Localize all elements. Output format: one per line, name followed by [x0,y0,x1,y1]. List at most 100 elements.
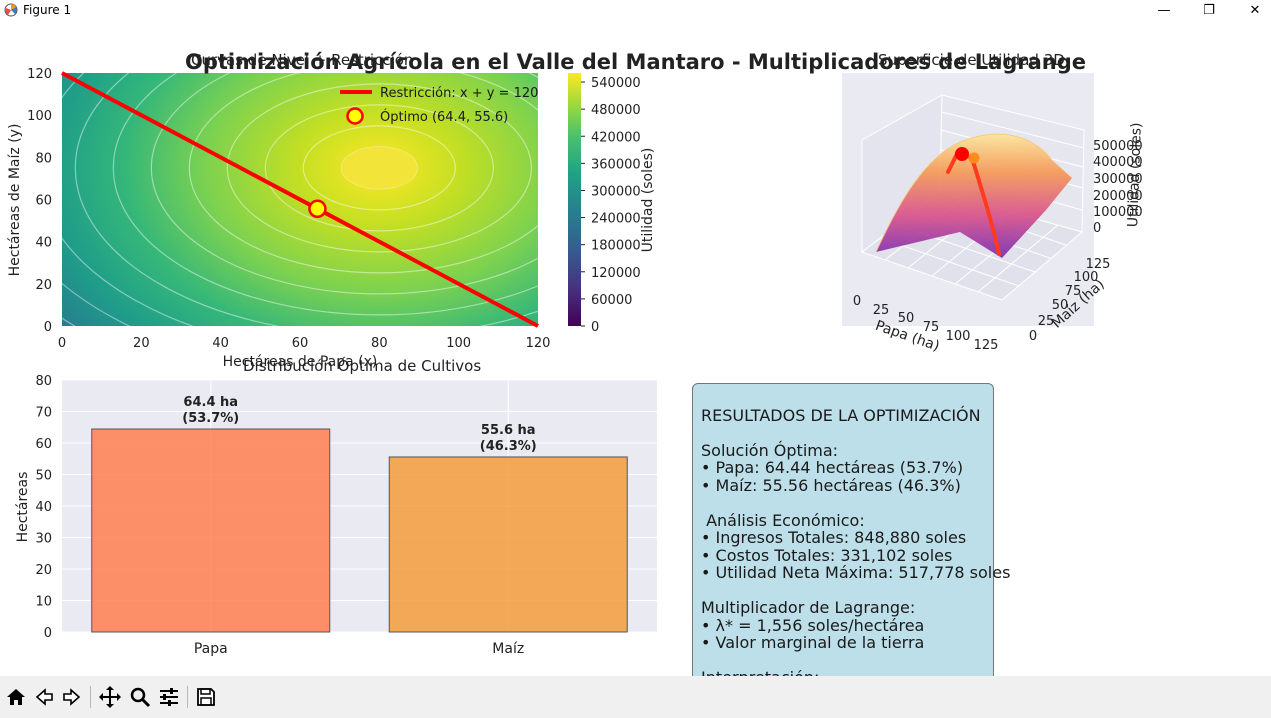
pan-button[interactable] [97,684,123,710]
bar-y-tick-label: 70 [35,406,52,421]
surface-x-tick-label: 100 [946,329,971,344]
surface-zlabel: Utilidad (soles) [1125,122,1145,227]
surface-x-tick-label: 25 [873,303,890,318]
bar-y-tick-label: 10 [35,595,52,610]
figure-canvas[interactable]: Restricción: x + y = 120 Óptimo (64.4, 5… [0,20,1271,676]
contour-y-tick-label: 60 [35,194,52,209]
surface-panel[interactable]: 0255075100125025507510012501000002000003… [842,73,1145,355]
surface-z-tick-label: 0 [1093,221,1101,236]
surface-ridge [875,133,1053,253]
minimize-icon: — [1157,2,1171,18]
results-line: Solución Óptima: [701,440,839,460]
results-line: • Utilidad Neta Máxima: 517,778 soles [701,563,1011,582]
results-line: Análisis Económico: [701,510,865,530]
contour-x-tick-label: 100 [446,336,471,351]
back-button[interactable] [31,684,57,710]
forward-button[interactable] [59,684,85,710]
zoom-button[interactable] [127,684,153,710]
surface-y-tick-label: 100 [1074,270,1099,285]
surface-z-tick-label: 400000 [1093,155,1143,170]
pan-icon [99,686,121,708]
surface-z-tick-label: 300000 [1093,172,1143,187]
contour-ylabel: Hectáreas de Maíz (y) [7,124,23,277]
surface-x-tick-label: 0 [853,294,861,309]
navigation-toolbar [0,676,1271,718]
window-title: Figure 1 [23,3,72,17]
colorbar-tick-label: 540000 [591,76,641,91]
colorbar-tick-label: 300000 [591,184,641,199]
bar-y-tick-label: 80 [35,374,52,389]
contour-x-tick-label: 0 [58,336,66,351]
results-line [701,424,991,442]
save-icon [197,688,215,706]
surface-x-tick-label: 75 [923,320,940,335]
contour-y-tick-label: 0 [44,320,52,335]
contour-x-tick-label: 40 [212,336,229,351]
contour-x-tick-label: 60 [292,336,309,351]
colorbar-tick-label: 0 [591,320,599,335]
bar-papa [91,428,331,633]
contour-panel[interactable]: Restricción: x + y = 120 Óptimo (64.4, 5… [0,20,911,462]
results-line: • Maíz: 55.56 hectáreas (46.3%) [701,475,961,495]
zoom-icon [130,687,151,708]
results-line: Multiplicador de Lagrange: [701,598,916,617]
results-line: RESULTADOS DE LA OPTIMIZACIÓN [701,405,981,425]
colorbar-tick-label: 180000 [591,239,641,254]
bar-percent-label: (53.7%) [182,411,239,426]
contour-y-tick-label: 120 [27,67,52,82]
colorbar-tick-label: 120000 [591,266,641,281]
home-button[interactable] [3,684,29,710]
contour-title: Curvas de Nivel + Restricción [191,51,414,69]
surface-ticks: 0255075100125025507510012501000002000003… [853,139,1143,353]
bar-value-label: 64.4 ha [183,395,238,410]
configure-button[interactable] [156,684,182,710]
legend-optimum-swatch [346,107,364,125]
results-line [701,389,991,407]
bar-value-label: 55.6 ha [481,423,536,438]
colorbar-tick-label: 360000 [591,157,641,172]
minimize-button[interactable]: — [1141,0,1187,20]
contour-x-tick-label: 80 [371,336,388,351]
bar-y-tick-label: 0 [44,626,52,641]
maximize-icon: ❐ [1203,2,1215,18]
colorbar-label: Utilidad (soles) [640,148,656,253]
bar-y-tick-label: 40 [35,500,52,515]
contour-x-ticks: 0 20 40 60 80 100 120 [58,336,551,351]
bar-y-tick-label: 30 [35,532,52,547]
results-line [701,582,991,600]
surface-y-tick-label: 0 [1029,329,1037,344]
optimum-marker-3d [955,147,969,161]
window-titlebar: Figure 1 — ❐ ✕ [0,0,1271,20]
contour-peak-region [341,146,418,189]
bar-title: Distribución Óptima de Cultivos [243,357,482,375]
colorbar-tick-label: 240000 [591,212,641,227]
surface-z-tick-label: 200000 [1093,189,1143,204]
save-button[interactable] [193,684,219,710]
contour-legend: Restricción: x + y = 120 Óptimo (64.4, 5… [340,86,538,125]
results-line: • λ* = 1,556 soles/hectárea [701,615,925,635]
results-line [701,652,991,670]
colorbar [568,73,581,326]
contour-line [302,125,456,211]
results-line: • Costos Totales: 331,102 soles [701,545,953,565]
optimum-point-3d [968,152,980,164]
toolbar-separator [90,686,91,708]
bar-y-tick-label: 50 [35,469,52,484]
constraint-line [61,71,539,328]
maximize-button[interactable]: ❐ [1186,0,1232,20]
bar-y-ticks: 0 10 20 30 40 50 60 70 80 [35,374,52,641]
contour-line [188,73,538,274]
results-line: • Valor marginal de la tierra [701,633,925,652]
optimum-marker [308,199,327,219]
contour-line [150,73,538,295]
bars: 64.4 ha(53.7%) 55.6 ha(46.3%) [91,395,628,633]
bar-category-label: Maíz [492,641,524,657]
surface-z-tick-label: 100000 [1093,205,1143,220]
contour-line [264,104,494,232]
close-icon: ✕ [1249,2,1261,18]
close-button[interactable]: ✕ [1232,0,1271,20]
bar-panel[interactable]: 64.4 ha(53.7%) 55.6 ha(46.3%) 0 10 20 30 40 50… [15,374,657,657]
surface-x-tick-label: 50 [898,311,915,326]
contour-y-tick-label: 20 [35,278,52,293]
figure-svg[interactable]: Restricción: x + y = 120 Óptimo (64.4, 5… [0,20,1271,676]
